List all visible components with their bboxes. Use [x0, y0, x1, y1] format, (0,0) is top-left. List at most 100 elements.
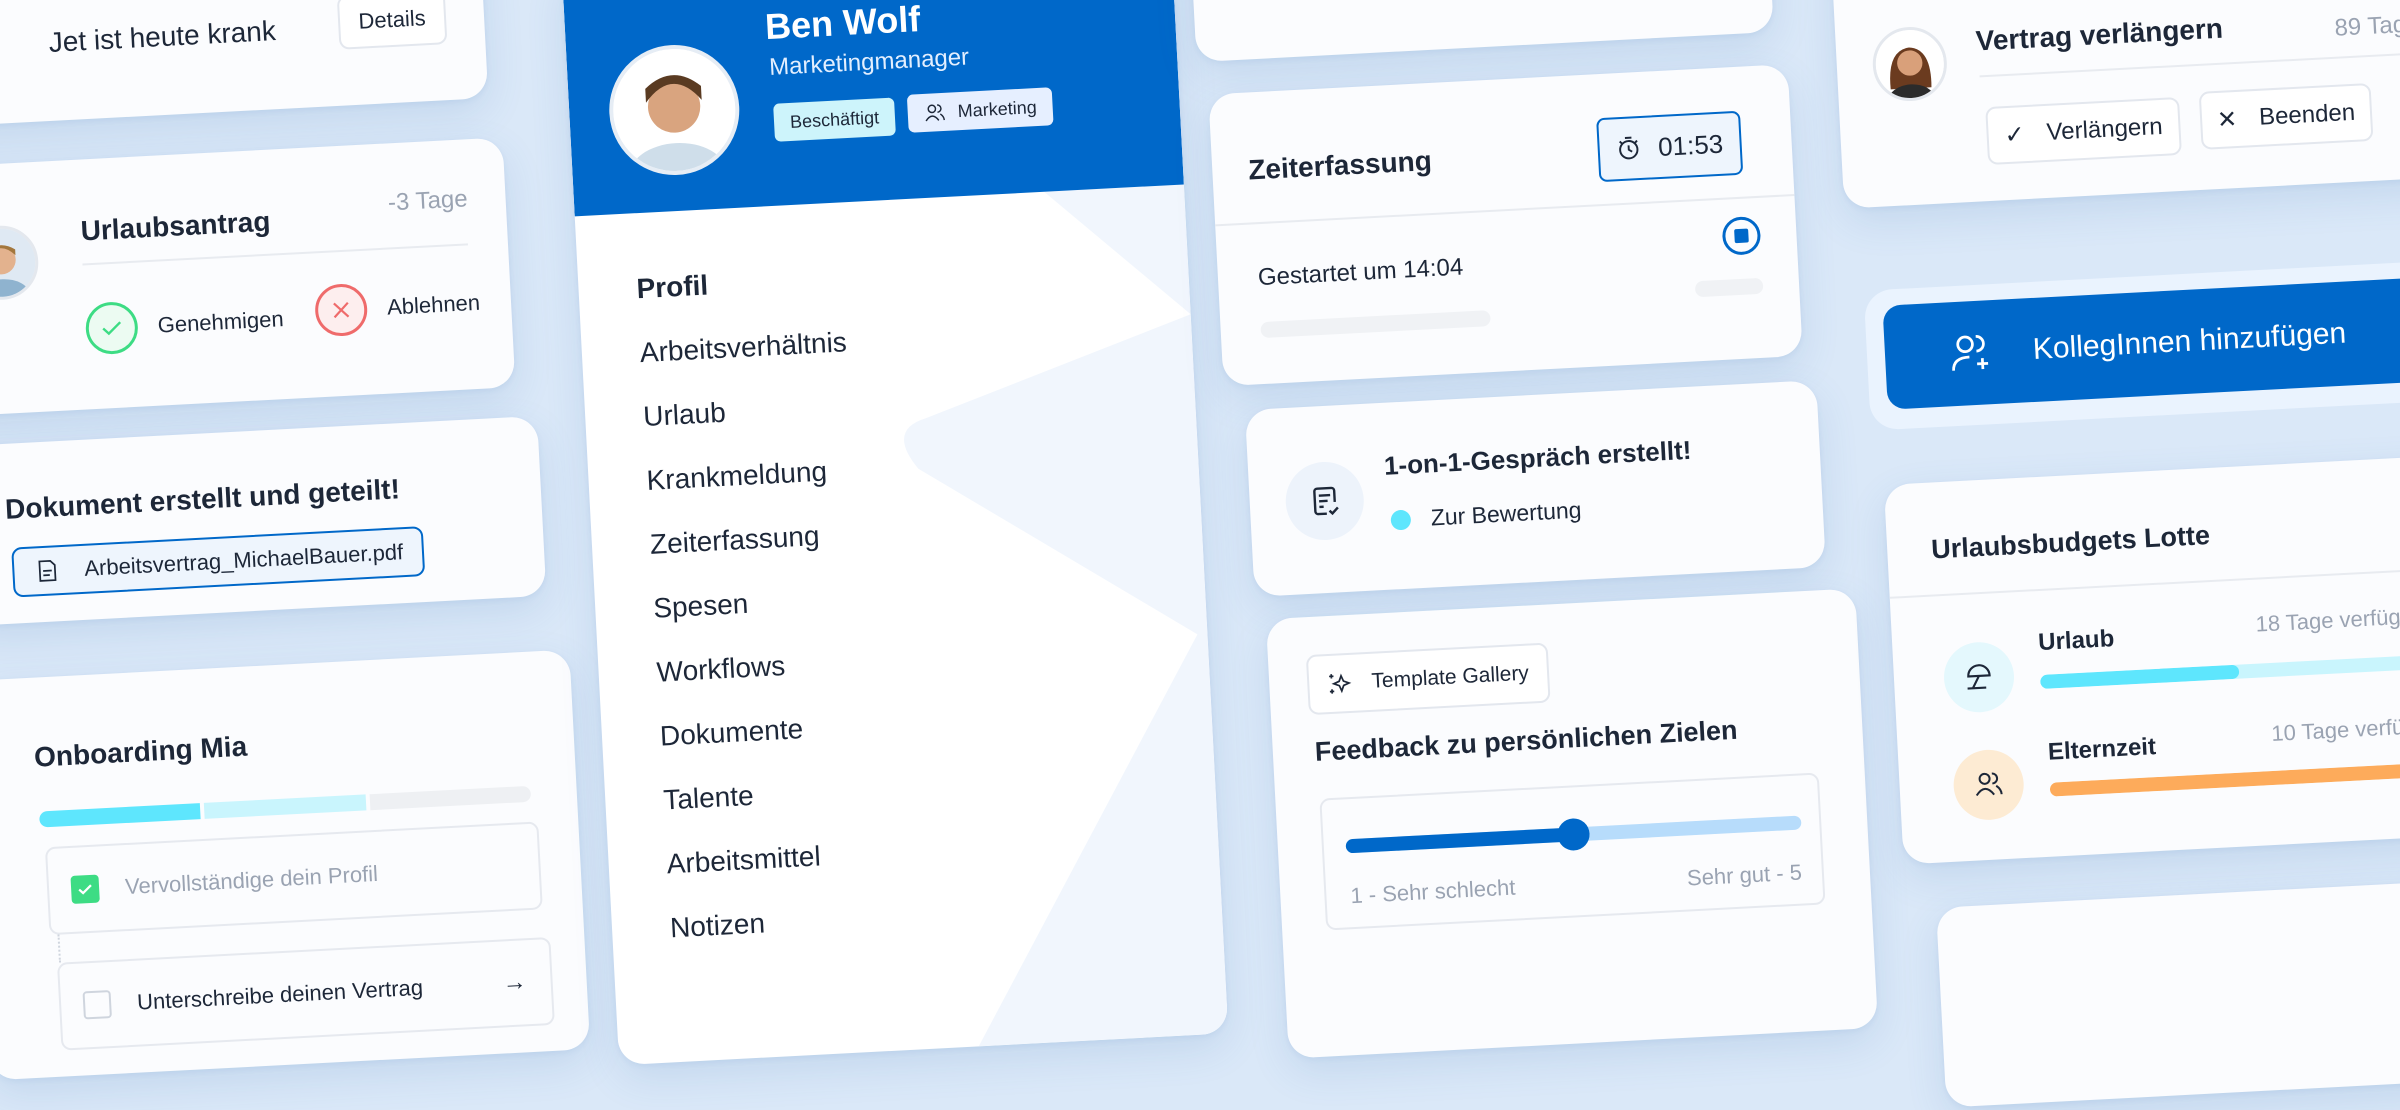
divider: [1215, 194, 1795, 227]
budget-bar-fill: [2039, 664, 2240, 690]
checkbox-empty-icon[interactable]: [82, 990, 112, 1020]
partial-card: [1188, 0, 1774, 63]
file-name: Arbeitsvertrag_MichaelBauer.pdf: [83, 539, 404, 581]
document-card: Dokument erstellt und geteilt! Arbeitsve…: [0, 415, 547, 627]
progress-segment-done: [39, 803, 201, 828]
status-label: Zur Bewertung: [1430, 496, 1583, 531]
sick-notice-text: Jet ist heute krank: [47, 15, 277, 58]
task-label: Vervollständige dein Profil: [124, 860, 379, 900]
add-colleagues-wrapper: KollegInnen hinzufügen: [1863, 257, 2400, 431]
stop-icon: [1734, 228, 1749, 244]
slider-min-label: 1 - Sehr schlecht: [1349, 874, 1516, 909]
progress-segment-todo: [369, 785, 532, 811]
onboarding-progress: [39, 785, 532, 828]
profile-panel: Ben Wolf Marketingmanager Beschäftigt Ma…: [561, 0, 1229, 1066]
leave-request-title: Urlaubsantrag: [79, 205, 272, 247]
column-middle: Zeiterfassung 01:53 Gestartet um 14:04 1…: [1188, 0, 1879, 1059]
extend-contract-button[interactable]: ✓ Verlängern: [1985, 96, 2182, 166]
feedback-card: Template Gallery Feedback zu persönliche…: [1265, 588, 1879, 1059]
one-on-one-title: 1-on-1-Gespräch erstellt!: [1383, 434, 1693, 481]
slider-fill: [1345, 827, 1574, 854]
start-time: Gestartet um 14:04: [1257, 253, 1464, 292]
onboarding-task[interactable]: Unterschreibe deinen Vertrag →: [56, 936, 555, 1051]
checkbox-checked-icon[interactable]: [70, 874, 100, 904]
onboarding-task[interactable]: Vervollständige dein Profil: [44, 821, 543, 936]
approve-label: Genehmigen: [157, 306, 285, 338]
budget-available: 10 Tage verfügbar: [2270, 711, 2400, 746]
end-contract-button[interactable]: ✕ Beenden: [2198, 82, 2374, 150]
partial-card: [1936, 876, 2400, 1108]
stop-button[interactable]: [1721, 215, 1762, 256]
status-dot-icon: [1390, 509, 1412, 531]
employee-name: Ben Wolf: [763, 0, 922, 48]
contract-title: Vertrag verlängern: [1974, 12, 2224, 57]
approve-button[interactable]: Genehmigen: [84, 293, 285, 356]
contract-card: Vertrag verlängern 89 Tage ✓ Verlängern ✕…: [1830, 0, 2400, 209]
add-colleagues-button[interactable]: KollegInnen hinzufügen: [1882, 272, 2400, 410]
team-icon: [925, 104, 946, 122]
team-badge: Marketing: [906, 87, 1054, 133]
x-icon: ✕: [2216, 105, 2238, 134]
profile-card: Ben Wolf Marketingmanager Beschäftigt Ma…: [561, 0, 1229, 1066]
status-badge: Beschäftigt: [773, 97, 896, 142]
slider-track[interactable]: [1345, 815, 1802, 854]
file-attachment[interactable]: Arbeitsvertrag_MichaelBauer.pdf: [11, 526, 426, 598]
arrow-right-icon: →: [501, 968, 528, 997]
stopwatch-icon: [1619, 136, 1639, 160]
skeleton-bar: [1260, 310, 1491, 339]
task-connector: [57, 934, 61, 963]
rating-slider-box: 1 - Sehr schlecht Sehr gut - 5: [1319, 772, 1826, 931]
divider: [1889, 564, 2400, 599]
sparkles-icon: [1329, 673, 1352, 694]
divider: [1979, 51, 2400, 78]
leave-days: -3 Tage: [387, 185, 469, 217]
time-tracking-title: Zeiterfassung: [1247, 144, 1433, 186]
nav-item-profil[interactable]: Profil: [635, 269, 709, 305]
timer-value: 01:53: [1657, 128, 1724, 162]
onboarding-title: Onboarding Mia: [33, 730, 248, 773]
nav-item-talente[interactable]: Talente: [662, 779, 755, 816]
column-left: Jet ist heute krank Details Urlaubsantra…: [0, 0, 607, 1081]
user-plus-icon: [1952, 335, 1989, 371]
nav-item-urlaub[interactable]: Urlaub: [642, 396, 727, 433]
nav-item-notizen[interactable]: Notizen: [669, 907, 766, 944]
nav-item-workflows[interactable]: Workflows: [655, 649, 786, 688]
budgets-title: Urlaubsbudgets Lotte: [1930, 519, 2211, 565]
nav-item-spesen[interactable]: Spesen: [652, 587, 749, 624]
check-icon: [84, 300, 140, 356]
column-right: Vertrag verlängern 89 Tage ✓ Verlängern ✕…: [1830, 0, 2400, 1108]
beach-umbrella-icon: [1942, 640, 2016, 715]
onboarding-card: Onboarding Mia Vervollständige dein Prof…: [0, 649, 591, 1081]
avatar: [1870, 25, 1949, 103]
reject-button[interactable]: Ablehnen: [313, 277, 481, 338]
slider-max-label: Sehr gut - 5: [1686, 859, 1803, 891]
template-gallery-label: Template Gallery: [1370, 661, 1530, 693]
divider: [82, 243, 468, 266]
budget-bar-fill: [2049, 762, 2400, 797]
template-gallery-button[interactable]: Template Gallery: [1305, 642, 1551, 716]
end-label: Beenden: [2258, 98, 2356, 131]
feedback-title: Feedback zu persönlichen Zielen: [1314, 714, 1739, 767]
timer-display[interactable]: 01:53: [1596, 110, 1744, 183]
budget-label: Urlaub: [2037, 625, 2115, 657]
leave-budgets-card: Urlaubsbudgets Lotte Urlaub 18 Tage verf…: [1883, 452, 2400, 865]
x-icon: [313, 282, 369, 338]
clipboard-check-icon: [1283, 460, 1366, 542]
sick-notice-card: Jet ist heute krank Details: [0, 0, 489, 127]
time-tracking-card: Zeiterfassung 01:53 Gestartet um 14:04: [1208, 64, 1803, 387]
slider-thumb[interactable]: [1556, 817, 1591, 852]
budget-label: Elternzeit: [2047, 733, 2157, 766]
document-title: Dokument erstellt und geteilt!: [4, 473, 401, 525]
budget-available: 18 Tage verfügbar: [2254, 602, 2400, 637]
progress-segment-current: [204, 794, 367, 819]
one-on-one-status: Zur Bewertung: [1390, 497, 1582, 534]
reject-label: Ablehnen: [386, 289, 481, 320]
contract-days: 89 Tage: [2333, 10, 2400, 42]
family-icon: [1951, 748, 2026, 822]
team-label: Marketing: [957, 96, 1038, 121]
one-on-one-card: 1-on-1-Gespräch erstellt! Zur Bewertung: [1244, 380, 1826, 597]
skeleton-bar: [1694, 277, 1764, 298]
document-icon: [38, 559, 57, 582]
details-button[interactable]: Details: [336, 0, 448, 50]
check-icon: ✓: [2003, 120, 2026, 149]
